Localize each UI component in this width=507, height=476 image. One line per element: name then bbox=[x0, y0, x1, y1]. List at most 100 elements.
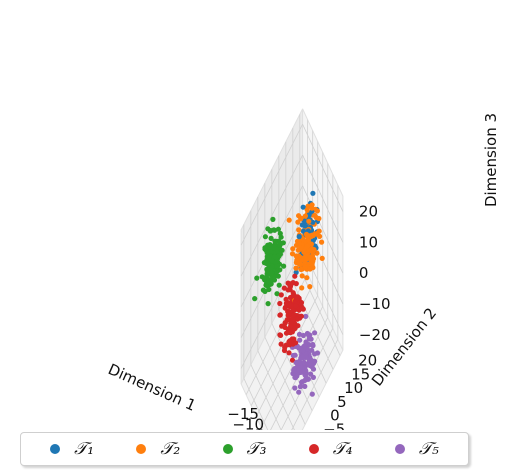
grid-line bbox=[243, 378, 269, 430]
data-points bbox=[252, 190, 325, 397]
data-point-t3 bbox=[269, 270, 275, 276]
data-point-t5 bbox=[300, 354, 306, 361]
data-point-t5 bbox=[308, 362, 314, 368]
data-point-t4 bbox=[293, 281, 299, 287]
data-point-t2 bbox=[309, 202, 315, 208]
data-point-t3 bbox=[265, 301, 271, 307]
legend-marker bbox=[394, 444, 405, 454]
grid-line bbox=[240, 154, 303, 277]
y-tick-label: 15 bbox=[351, 365, 370, 383]
data-point-t1 bbox=[302, 218, 308, 224]
data-point-t2 bbox=[312, 212, 318, 218]
legend-label: 𝒯₁ bbox=[74, 439, 95, 459]
grid-line bbox=[257, 350, 295, 430]
x-axis-label: Dimension 1 bbox=[105, 360, 198, 415]
data-point-t1 bbox=[299, 222, 305, 228]
z-tick-label: 20 bbox=[359, 203, 378, 221]
legend-marker bbox=[136, 444, 147, 454]
data-point-t4 bbox=[294, 296, 300, 302]
data-point-t4 bbox=[278, 292, 284, 298]
data-point-t4 bbox=[286, 350, 292, 356]
data-point-t2 bbox=[303, 231, 310, 237]
data-point-t2 bbox=[296, 241, 303, 247]
data-point-t1 bbox=[310, 190, 316, 196]
data-point-t5 bbox=[293, 360, 299, 366]
data-point-t5 bbox=[302, 383, 308, 389]
data-point-t3 bbox=[279, 247, 285, 253]
data-point-t5 bbox=[292, 352, 298, 358]
data-point-t3 bbox=[270, 216, 276, 222]
data-point-t3 bbox=[269, 245, 275, 251]
data-point-t5 bbox=[308, 371, 314, 377]
data-point-t5 bbox=[296, 389, 302, 395]
data-point-t5 bbox=[312, 330, 318, 336]
grid-line bbox=[264, 336, 306, 425]
x-tick-label: −15 bbox=[227, 405, 259, 423]
data-point-t5 bbox=[303, 313, 309, 319]
data-point-t2 bbox=[302, 213, 308, 219]
data-point-t4 bbox=[285, 287, 291, 293]
grid-line bbox=[240, 124, 303, 246]
z-tick-label: 0 bbox=[359, 264, 369, 282]
data-point-t4 bbox=[299, 305, 305, 311]
x-tick-label: −5 bbox=[242, 427, 264, 430]
data-point-t5 bbox=[312, 351, 318, 357]
data-point-t5 bbox=[309, 347, 315, 353]
data-point-t5 bbox=[292, 385, 298, 391]
y-axis-label: Dimension 2 bbox=[368, 304, 440, 389]
legend-label: 𝒯₅ bbox=[418, 439, 439, 459]
data-point-t5 bbox=[302, 372, 308, 378]
legend-label: 𝒯₃ bbox=[246, 439, 267, 459]
data-point-t2 bbox=[319, 239, 325, 245]
data-point-t4 bbox=[278, 341, 284, 347]
data-point-t3 bbox=[265, 226, 271, 232]
data-point-t2 bbox=[303, 256, 309, 262]
legend-item-t1: 𝒯₁ bbox=[50, 439, 94, 459]
data-point-t5 bbox=[309, 391, 315, 397]
data-point-t3 bbox=[252, 296, 258, 302]
data-point-t4 bbox=[277, 332, 283, 338]
data-point-t5 bbox=[291, 367, 297, 373]
data-point-t3 bbox=[261, 275, 267, 281]
data-point-t5 bbox=[300, 347, 306, 354]
data-point-t4 bbox=[298, 313, 304, 319]
data-point-t4 bbox=[289, 357, 296, 363]
data-point-t2 bbox=[293, 265, 299, 271]
grid-line bbox=[302, 185, 344, 274]
data-point-t4 bbox=[291, 312, 297, 318]
grid-line bbox=[302, 124, 344, 212]
data-point-t2 bbox=[309, 262, 315, 268]
y-tick-label: 10 bbox=[344, 379, 363, 397]
data-point-t3 bbox=[271, 227, 277, 233]
grid-line bbox=[250, 364, 282, 430]
data-point-t3 bbox=[276, 282, 282, 288]
data-point-t2 bbox=[296, 213, 302, 219]
data-point-t4 bbox=[286, 302, 292, 308]
data-point-t3 bbox=[276, 238, 282, 244]
data-point-t3 bbox=[261, 260, 267, 266]
data-point-t3 bbox=[281, 263, 287, 269]
data-point-t2 bbox=[314, 250, 320, 256]
data-point-t5 bbox=[296, 331, 303, 337]
data-point-t5 bbox=[310, 366, 317, 372]
grid-line bbox=[299, 268, 341, 356]
x-tick-label: −10 bbox=[232, 416, 264, 430]
data-point-t4 bbox=[292, 273, 298, 279]
data-point-t4 bbox=[287, 294, 294, 301]
data-point-t3 bbox=[262, 246, 268, 252]
data-point-t3 bbox=[274, 291, 280, 297]
axis-grid bbox=[240, 114, 344, 430]
data-point-t2 bbox=[307, 266, 313, 272]
legend-marker bbox=[308, 444, 319, 454]
data-point-t3 bbox=[268, 235, 274, 241]
data-point-t2 bbox=[302, 264, 308, 270]
data-point-t4 bbox=[287, 282, 293, 289]
data-point-t2 bbox=[307, 284, 313, 290]
data-point-t1 bbox=[296, 234, 302, 240]
data-point-t3 bbox=[278, 234, 284, 240]
y-tick-label: 0 bbox=[330, 407, 340, 425]
data-point-t2 bbox=[286, 217, 292, 223]
data-point-t4 bbox=[277, 300, 283, 307]
data-point-t2 bbox=[304, 243, 310, 249]
data-point-t2 bbox=[314, 208, 320, 214]
